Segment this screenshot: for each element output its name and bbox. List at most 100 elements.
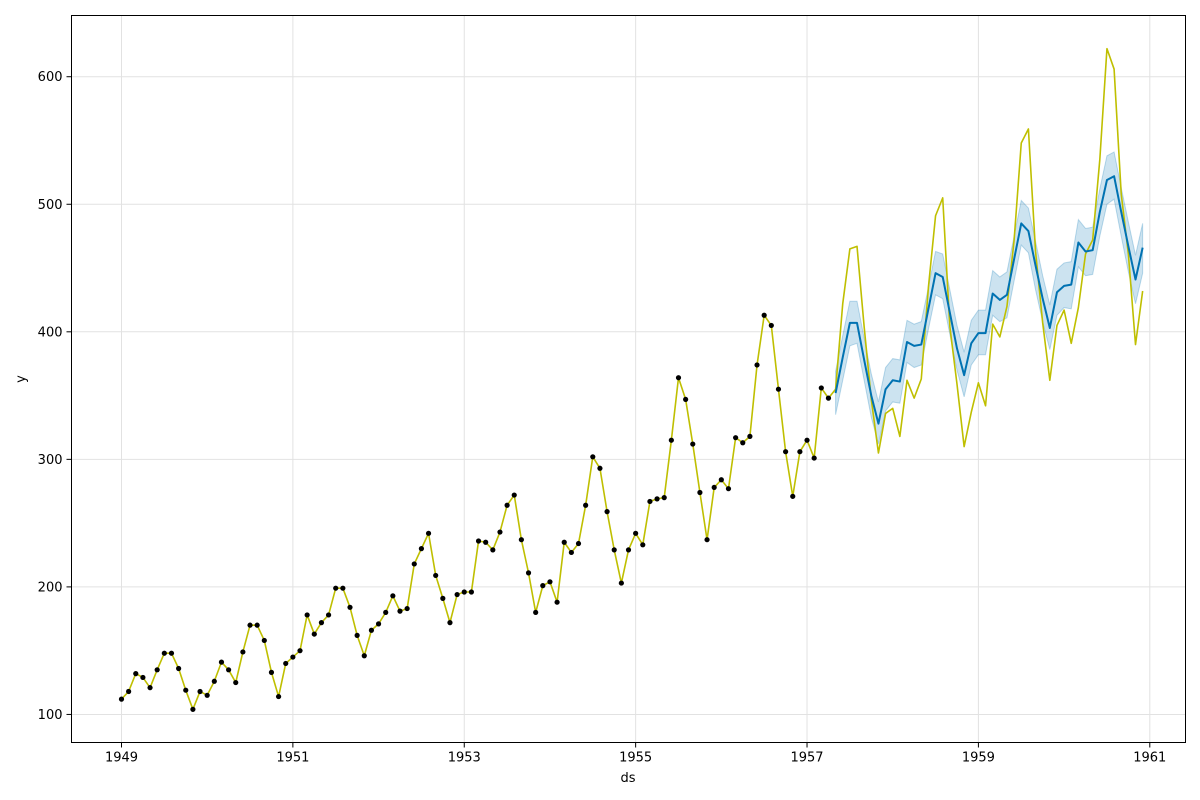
observed-data-point — [818, 385, 824, 391]
observed-data-point — [240, 649, 246, 655]
observed-data-point — [425, 530, 432, 536]
observed-data-point — [575, 540, 582, 547]
observed-data-point — [325, 612, 332, 618]
y-tick-label: 300 — [38, 453, 63, 468]
x-tick-label: 1957 — [790, 751, 823, 766]
x-tick-label: 1955 — [619, 751, 652, 766]
observed-data-point — [454, 591, 460, 598]
observed-data-point — [211, 678, 217, 684]
observed-data-point — [154, 667, 160, 673]
observed-data-point — [725, 486, 732, 492]
observed-data-point — [533, 609, 539, 616]
observed-data-point — [475, 538, 482, 544]
observed-data-point — [375, 621, 382, 627]
observed-data-point — [333, 585, 339, 591]
observed-data-point — [761, 312, 767, 318]
observed-data-point — [118, 696, 125, 702]
observed-data-point — [804, 437, 810, 443]
observed-data-point — [525, 570, 532, 576]
observed-data-point — [168, 650, 175, 656]
observed-data-point — [611, 547, 617, 553]
observed-data-point — [704, 537, 710, 543]
x-axis-label: ds — [620, 771, 635, 786]
observed-data-point — [468, 589, 474, 595]
observed-data-point — [583, 502, 589, 508]
observed-data-point — [568, 549, 574, 556]
observed-data-point — [711, 484, 717, 491]
observed-data-point — [790, 493, 796, 499]
observed-data-point — [461, 589, 467, 595]
observed-data-point — [411, 561, 417, 567]
observed-data-point — [561, 539, 567, 545]
observed-data-point — [497, 529, 503, 535]
observed-data-point — [490, 547, 496, 553]
observed-data-point — [797, 449, 803, 455]
observed-data-point — [318, 620, 325, 626]
uncertainty-band-layer — [835, 151, 1144, 445]
observed-data-point — [204, 692, 210, 698]
observed-data-point — [418, 546, 425, 552]
observed-data-point — [340, 585, 346, 591]
observed-data-point — [647, 498, 653, 505]
observed-data-point — [190, 706, 196, 712]
observed-data-point — [126, 688, 132, 695]
observed-data-point — [504, 502, 510, 508]
observed-data-point — [254, 622, 260, 628]
observed-data-point — [661, 495, 667, 501]
observed-data-point — [347, 604, 353, 610]
observed-data-point — [447, 620, 453, 626]
observed-data-point — [683, 396, 689, 403]
observed-data-point — [733, 435, 739, 441]
observed-data-point — [247, 622, 253, 628]
observed-data-point — [354, 632, 360, 638]
observed-data-point — [304, 612, 310, 618]
observed-data-point — [433, 572, 439, 579]
observed-data-point — [140, 674, 146, 681]
observed-data-point — [668, 437, 674, 443]
observed-data-point — [747, 433, 753, 439]
observed-data-point — [604, 509, 610, 515]
y-tick-label: 200 — [38, 580, 63, 595]
x-tick-label: 1961 — [1133, 751, 1166, 766]
observed-data-point — [161, 650, 167, 656]
observed-data-point — [718, 477, 724, 483]
y-tick-label: 500 — [38, 198, 63, 213]
observed-data-point — [197, 688, 203, 695]
observed-data-point — [675, 375, 682, 381]
observed-data-point — [625, 547, 632, 553]
observed-data-point — [147, 685, 153, 691]
observed-data-point — [233, 679, 239, 686]
observed-data-point — [740, 440, 746, 446]
observed-data-point — [283, 660, 289, 667]
observed-data-point — [554, 599, 560, 605]
observed-data-point — [640, 542, 646, 548]
observed-data-point — [290, 654, 296, 660]
observed-data-point — [368, 627, 375, 633]
y-axis: 100 200 300 400 500 600 — [38, 70, 72, 723]
observed-data-point — [511, 492, 517, 498]
observed-data-point — [618, 580, 624, 586]
observed-data-point — [397, 608, 403, 614]
observed-data-point — [311, 631, 317, 637]
observed-data-point — [768, 322, 774, 329]
observed-data-point — [597, 465, 603, 471]
x-tick-label: 1953 — [448, 751, 481, 766]
x-tick-label: 1951 — [276, 751, 309, 766]
observed-data-point — [226, 667, 232, 673]
x-tick-label: 1959 — [962, 751, 995, 766]
y-tick-label: 400 — [38, 325, 63, 340]
observed-data-point — [754, 362, 760, 368]
observed-data-point — [590, 454, 596, 460]
observed-data-point — [518, 537, 524, 543]
observed-data-point — [261, 637, 267, 644]
observed-data-point — [275, 693, 282, 700]
observed-data-point — [654, 496, 660, 502]
y-tick-label: 100 — [38, 708, 63, 723]
observed-data-point — [783, 449, 789, 455]
observed-data-point — [133, 671, 139, 677]
observed-data-point — [697, 489, 703, 496]
x-tick-label: 1949 — [105, 751, 138, 766]
observed-data-point — [547, 579, 553, 585]
y-tick-label: 600 — [38, 70, 63, 85]
